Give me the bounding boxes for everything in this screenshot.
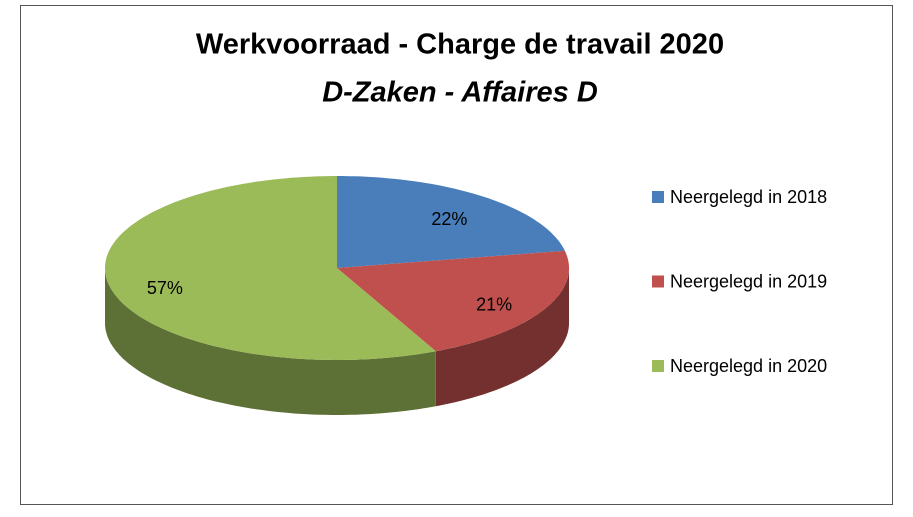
legend-label: Neergelegd in 2019 (670, 271, 827, 291)
pie-slice-side (435, 268, 569, 407)
pie-slice-side (105, 268, 436, 415)
legend-swatch (652, 191, 664, 203)
chart-title: Werkvoorraad - Charge de travail 2020 (196, 29, 724, 61)
pie-slice (105, 176, 436, 360)
legend-swatch (652, 275, 664, 288)
data-label: 21% (476, 294, 512, 314)
legend-label: Neergelegd in 2020 (670, 356, 827, 376)
data-label: 57% (147, 278, 183, 298)
data-label: 22% (431, 209, 467, 229)
pie-slice (337, 176, 565, 268)
chart-subtitle: D-Zaken - Affaires D (322, 77, 598, 109)
pie-slice (337, 250, 569, 352)
legend-label: Neergelegd in 2018 (670, 187, 827, 207)
legend-swatch (652, 360, 664, 372)
